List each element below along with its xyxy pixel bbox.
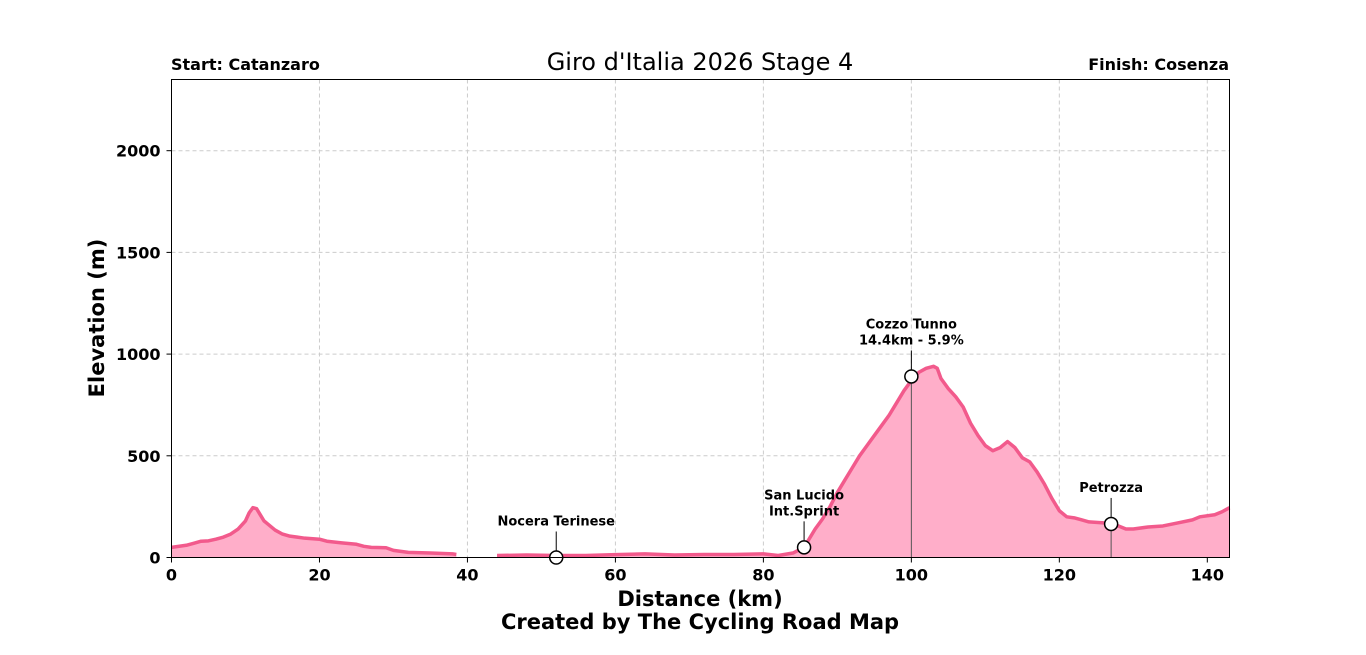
elevation-line bbox=[171, 505, 457, 557]
x-tick-label: 20 bbox=[308, 566, 330, 585]
y-tick-label: 500 bbox=[127, 447, 160, 466]
elevation-fill bbox=[171, 507, 457, 558]
x-axis-label: Distance (km) bbox=[617, 587, 782, 611]
annotation-label: Nocera Terinese bbox=[497, 515, 615, 530]
annotation-label: San Lucido Int.Sprint bbox=[764, 488, 844, 519]
axis-ticks: 0 20 40 60 80 100 120 140 0 500 1000 1500 2000 bbox=[116, 142, 1224, 585]
elevation-area bbox=[171, 364, 1231, 558]
y-axis-label: Elevation (m) bbox=[85, 239, 109, 398]
y-tick-label: 1000 bbox=[116, 345, 161, 364]
plot-frame bbox=[171, 79, 1230, 558]
x-tick-label: 60 bbox=[604, 566, 626, 585]
annotation-marker bbox=[1103, 516, 1119, 532]
x-tick-label: 140 bbox=[1191, 566, 1224, 585]
x-tick-label: 40 bbox=[456, 566, 478, 585]
finish-label: Finish: Cosenza bbox=[1088, 55, 1229, 74]
y-tick-label: 1500 bbox=[116, 243, 161, 262]
chart-title: Giro d'Italia 2026 Stage 4 bbox=[547, 48, 854, 76]
annotation-marker bbox=[796, 540, 812, 555]
annotation-label: Petrozza bbox=[1079, 481, 1143, 496]
annotation-marker bbox=[904, 369, 919, 384]
elevation-fill bbox=[497, 366, 1230, 558]
annotation-label: Cozzo Tunno 14.4km - 5.9% bbox=[859, 317, 964, 348]
credit-text: Created by The Cycling Road Map bbox=[501, 610, 899, 634]
x-tick-label: 80 bbox=[752, 566, 774, 585]
start-label: Start: Catanzaro bbox=[171, 55, 320, 74]
y-tick-label: 2000 bbox=[116, 142, 161, 161]
x-tick-label: 120 bbox=[1043, 566, 1076, 585]
x-tick-label: 0 bbox=[166, 566, 177, 585]
grid-lines bbox=[171, 79, 1230, 558]
x-tick-label: 100 bbox=[895, 566, 928, 585]
y-tick-label: 0 bbox=[149, 549, 160, 568]
